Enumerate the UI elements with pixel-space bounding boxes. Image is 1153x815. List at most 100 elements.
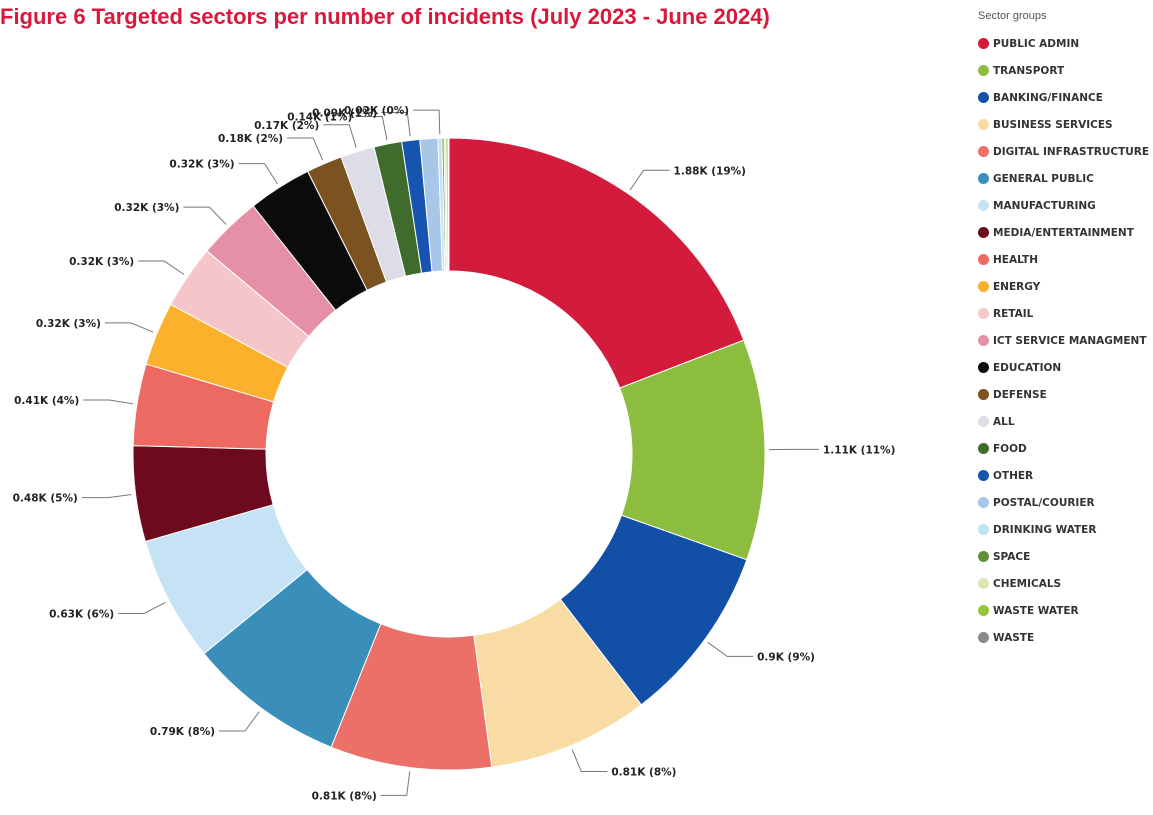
legend-color-dot	[978, 335, 989, 346]
legend-label: BANKING/FINANCE	[993, 91, 1103, 104]
legend-label: MANUFACTURING	[993, 199, 1096, 212]
legend-item-health[interactable]: HEALTH	[978, 246, 1153, 273]
leader-line-other	[381, 112, 411, 137]
legend-label: DEFENSE	[993, 388, 1047, 401]
leader-line-digital-infrastructure	[380, 771, 411, 796]
legend-color-dot	[978, 497, 989, 508]
legend-item-postal-courier[interactable]: POSTAL/COURIER	[978, 489, 1153, 516]
legend-label: WASTE WATER	[993, 604, 1079, 617]
legend-label: ICT SERVICE MANAGMENT	[993, 334, 1147, 347]
legend-label: EDUCATION	[993, 361, 1062, 374]
legend-color-dot	[978, 551, 989, 562]
legend-item-waste[interactable]: WASTE	[978, 624, 1153, 651]
legend-color-dot	[978, 470, 989, 481]
leader-line-retail	[138, 260, 185, 275]
legend-color-dot	[978, 362, 989, 373]
leader-line-public-admin	[629, 169, 670, 191]
legend-item-space[interactable]: SPACE	[978, 543, 1153, 570]
slice-label-other: 0.09K (1%)	[312, 108, 377, 120]
legend-color-dot	[978, 254, 989, 265]
leader-line-media-entertainment	[81, 494, 132, 499]
legend-item-general-public[interactable]: GENERAL PUBLIC	[978, 165, 1153, 192]
legend-label: PUBLIC ADMIN	[993, 37, 1080, 50]
legend-color-dot	[978, 38, 989, 49]
legend-color-dot	[978, 578, 989, 589]
slice-label-public-admin: 1.88K (19%)	[674, 165, 746, 177]
legend-label: TRANSPORT	[993, 64, 1065, 77]
legend-item-education[interactable]: EDUCATION	[978, 354, 1153, 381]
legend-label: CHEMICALS	[993, 577, 1062, 590]
legend-item-chemicals[interactable]: CHEMICALS	[978, 570, 1153, 597]
legend-label: ALL	[993, 415, 1015, 428]
legend-label: DIGITAL INFRASTRUCTURE	[993, 145, 1150, 158]
legend-item-transport[interactable]: TRANSPORT	[978, 57, 1153, 84]
leader-line-education	[238, 163, 278, 185]
legend-item-media-entertainment[interactable]: MEDIA/ENTERTAINMENT	[978, 219, 1153, 246]
legend-color-dot	[978, 146, 989, 157]
legend-label: BUSINESS SERVICES	[993, 118, 1113, 131]
legend-label: RETAIL	[993, 307, 1034, 320]
slice-label-all: 0.17K (2%)	[254, 120, 319, 132]
legend-label: POSTAL/COURIER	[993, 496, 1095, 509]
leader-line-defense	[287, 137, 324, 161]
slice-label-digital-infrastructure: 0.81K (8%)	[312, 790, 377, 802]
legend-color-dot	[978, 389, 989, 400]
legend-color-dot	[978, 200, 989, 211]
legend-item-waste-water[interactable]: WASTE WATER	[978, 597, 1153, 624]
leader-line-business-services	[571, 749, 608, 773]
legend-label: HEALTH	[993, 253, 1038, 266]
legend-label: ENERGY	[993, 280, 1041, 293]
legend-items: PUBLIC ADMIN TRANSPORT BANKING/FINANCE BUSI…	[978, 30, 1153, 651]
legend-label: FOOD	[993, 442, 1027, 455]
legend-item-public-admin[interactable]: PUBLIC ADMIN	[978, 30, 1153, 57]
legend-item-energy[interactable]: ENERGY	[978, 273, 1153, 300]
slice-label-food: 0.14K (1%)	[287, 112, 352, 124]
legend-item-defense[interactable]: DEFENSE	[978, 381, 1153, 408]
legend-color-dot	[978, 524, 989, 535]
legend-color-dot	[978, 308, 989, 319]
leader-line-all	[323, 124, 357, 148]
legend-color-dot	[978, 92, 989, 103]
legend-label: OTHER	[993, 469, 1034, 482]
legend-color-dot	[978, 605, 989, 616]
slice-label-defense: 0.18K (2%)	[218, 133, 283, 145]
legend-item-banking-finance[interactable]: BANKING/FINANCE	[978, 84, 1153, 111]
legend-item-retail[interactable]: RETAIL	[978, 300, 1153, 327]
leader-line-banking-finance	[707, 641, 754, 657]
legend-color-dot	[978, 119, 989, 130]
legend-label: SPACE	[993, 550, 1031, 563]
legend-item-drinking-water[interactable]: DRINKING WATER	[978, 516, 1153, 543]
legend-color-dot	[978, 65, 989, 76]
slice-label-banking-finance: 0.9K (9%)	[757, 651, 815, 663]
legend: Sector groups PUBLIC ADMIN TRANSPORT BANKI…	[978, 10, 1153, 651]
slice-label-energy: 0.32K (3%)	[36, 318, 101, 330]
legend-item-food[interactable]: FOOD	[978, 435, 1153, 462]
slice-label-education: 0.32K (3%)	[169, 159, 234, 171]
legend-item-manufacturing[interactable]: MANUFACTURING	[978, 192, 1153, 219]
legend-label: MEDIA/ENTERTAINMENT	[993, 226, 1134, 239]
legend-item-all[interactable]: ALL	[978, 408, 1153, 435]
leader-line-general-public	[219, 711, 260, 732]
slice-label-retail: 0.32K (3%)	[69, 256, 134, 268]
legend-label: DRINKING WATER	[993, 523, 1097, 536]
legend-color-dot	[978, 416, 989, 427]
slice-label-drinking-water: 0.02K (0%)	[344, 105, 409, 117]
legend-item-business-services[interactable]: BUSINESS SERVICES	[978, 111, 1153, 138]
chart-title: Figure 6 Targeted sectors per number of …	[0, 4, 770, 29]
leader-line-health	[83, 399, 134, 405]
legend-color-dot	[978, 173, 989, 184]
slice-label-health: 0.41K (4%)	[14, 395, 79, 407]
legend-label: WASTE	[993, 631, 1035, 644]
leader-line-food	[356, 116, 388, 141]
slice-label-ict-service-managment: 0.32K (3%)	[114, 202, 179, 214]
legend-item-other[interactable]: OTHER	[978, 462, 1153, 489]
slice-public-admin[interactable]	[448, 137, 745, 389]
legend-item-ict-service-managment[interactable]: ICT SERVICE MANAGMENT	[978, 327, 1153, 354]
slice-label-business-services: 0.81K (8%)	[611, 767, 676, 779]
slice-waste[interactable]	[447, 137, 450, 272]
legend-color-dot	[978, 443, 989, 454]
legend-item-digital-infrastructure[interactable]: DIGITAL INFRASTRUCTURE	[978, 138, 1153, 165]
leader-line-energy	[104, 322, 154, 333]
slice-label-manufacturing: 0.63K (6%)	[49, 608, 114, 620]
leader-line-ict-service-managment	[183, 206, 227, 225]
